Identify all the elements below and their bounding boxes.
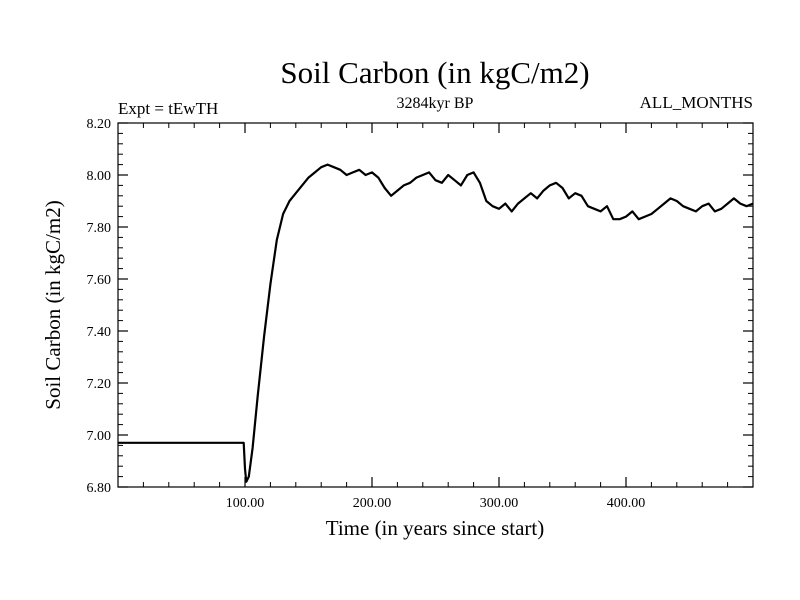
- months-label: ALL_MONTHS: [640, 93, 753, 112]
- y-tick-label: 8.00: [87, 169, 112, 184]
- x-tick-label: 200.00: [353, 496, 392, 511]
- plot-area: 100.00 200.00 300.00 400.00 6.80 7.00 7.20 7.40…: [87, 117, 754, 511]
- y-axis-label: Soil Carbon (in kgC/m2): [41, 200, 65, 409]
- x-tick-label: 400.00: [607, 496, 646, 511]
- y-tick-label: 7.20: [87, 377, 112, 392]
- y-tick-label: 7.40: [87, 325, 112, 340]
- y-tick-label: 6.80: [87, 481, 112, 496]
- chart-title: Soil Carbon (in kgC/m2): [280, 55, 589, 90]
- x-axis-label: Time (in years since start): [326, 516, 545, 540]
- plot-frame: [117, 122, 754, 488]
- series-line: [118, 163, 754, 483]
- y-tick-label: 8.20: [87, 117, 112, 132]
- y-tick-label: 7.60: [87, 273, 112, 288]
- chart-subtitle: 3284kyr BP: [397, 95, 474, 112]
- x-tick-label: 100.00: [226, 496, 265, 511]
- y-tick-label: 7.00: [87, 429, 112, 444]
- x-tick-label: 300.00: [480, 496, 519, 511]
- experiment-label: Expt = tEwTH: [118, 99, 218, 118]
- y-tick-label: 7.80: [87, 221, 112, 236]
